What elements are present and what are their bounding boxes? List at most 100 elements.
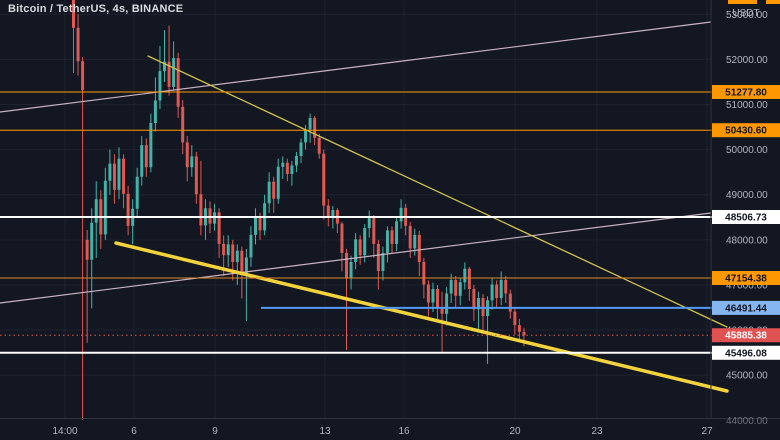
candle-body	[258, 216, 262, 231]
candle-body	[363, 228, 367, 256]
candle-body	[299, 142, 303, 156]
candle-body	[354, 239, 358, 262]
time-tick-label: 6	[131, 426, 137, 437]
candle-body	[185, 142, 189, 168]
time-tick-label: 27	[701, 426, 713, 437]
price-tick-label: 47000.00	[726, 280, 768, 291]
symbol-legend[interactable]: Bitcoin / TetherUS, 4s, BINANCE	[8, 3, 184, 15]
candle-body	[194, 156, 198, 195]
candle-body	[517, 325, 521, 332]
thick-descending-support[interactable]	[114, 241, 729, 393]
candle-body	[440, 307, 444, 314]
price-tick-label: 45000.00	[726, 371, 768, 382]
candle-body	[454, 279, 458, 296]
candle-body	[108, 163, 112, 181]
time-tick-label: 13	[319, 426, 331, 437]
resistance-51277-badge	[712, 85, 780, 99]
candle-body	[522, 331, 526, 336]
time-tick-label: 16	[398, 426, 410, 437]
level-45496-badge	[712, 345, 780, 360]
blue-ray-46491-badge-label: 46491.44	[725, 303, 767, 314]
candle-body	[426, 284, 430, 303]
candle-body	[90, 222, 94, 260]
price-tick-label: 49000.00	[726, 190, 768, 201]
ascending-channel-upper[interactable]	[0, 21, 712, 113]
candle-body	[122, 158, 126, 194]
candle-body	[304, 129, 308, 143]
candle-body	[167, 61, 171, 87]
current-price-45885-badge	[712, 328, 780, 343]
candle-body	[376, 243, 380, 271]
candle-body	[226, 244, 230, 256]
price-tick-label: 44000.00	[726, 416, 768, 427]
candle-body	[472, 289, 476, 310]
candle-body	[326, 205, 330, 217]
resistance-51277-badge-label: 51277.80	[725, 88, 767, 99]
candle-body	[276, 166, 280, 199]
candle-body	[504, 279, 508, 294]
candle-body	[513, 311, 517, 326]
partial-price-badge	[766, 0, 780, 4]
candle-body	[317, 137, 321, 154]
price-tick-label: 48000.00	[726, 235, 768, 246]
candle-body	[476, 298, 480, 310]
candle-body	[499, 279, 503, 299]
candle-body	[508, 293, 512, 312]
candle-body	[417, 234, 421, 262]
candle-body	[495, 284, 499, 299]
level-48506-badge-label: 48506.73	[725, 212, 767, 223]
candle-body	[231, 244, 235, 262]
candle-body	[490, 284, 494, 301]
candle-body	[313, 118, 317, 138]
price-tick-label: 50000.00	[726, 145, 768, 156]
candle-body	[181, 106, 185, 143]
candle-body	[308, 118, 312, 130]
candle-body	[153, 100, 157, 124]
candle-body	[449, 279, 453, 294]
candle-body	[240, 250, 244, 274]
candle-body	[254, 216, 257, 235]
candle-body	[176, 58, 180, 107]
candle-body	[340, 223, 344, 253]
candle-body	[163, 61, 166, 72]
candle-body	[72, 0, 75, 28]
candle-body	[463, 268, 467, 283]
descending-resistance[interactable]	[147, 55, 728, 328]
candle-body	[190, 156, 194, 168]
candle-body	[117, 158, 121, 190]
candle-body	[431, 289, 435, 303]
candle-body	[158, 71, 162, 101]
candle-body	[144, 145, 148, 168]
candle-body	[249, 234, 253, 258]
candle-body	[81, 61, 85, 91]
candle-body	[358, 239, 362, 256]
candle-body	[395, 221, 399, 244]
time-tick-label: 14:00	[52, 426, 77, 437]
candle-body	[413, 234, 417, 249]
candle-body	[267, 181, 271, 204]
candle-body	[467, 268, 471, 290]
candle-body	[422, 261, 426, 285]
candle-body	[331, 210, 335, 217]
candle-body	[408, 225, 412, 249]
candle-body	[103, 180, 107, 235]
time-tick-label: 20	[509, 426, 521, 437]
candle-body	[94, 199, 98, 223]
candle-body	[112, 163, 116, 190]
price-tick-label: 53000.00	[726, 10, 768, 21]
candle-body	[372, 216, 376, 244]
time-tick-label: 9	[212, 426, 218, 437]
candle-body	[294, 155, 298, 166]
candle-body	[135, 176, 139, 209]
candle-body	[199, 194, 203, 226]
ascending-channel-lower[interactable]	[0, 212, 712, 304]
candle-body	[458, 282, 462, 296]
candle-body	[222, 243, 226, 256]
candle-body	[217, 212, 221, 244]
candle-body	[290, 165, 294, 174]
candle-body	[349, 261, 353, 278]
candle-body	[367, 216, 371, 229]
time-axis[interactable]	[0, 419, 780, 440]
